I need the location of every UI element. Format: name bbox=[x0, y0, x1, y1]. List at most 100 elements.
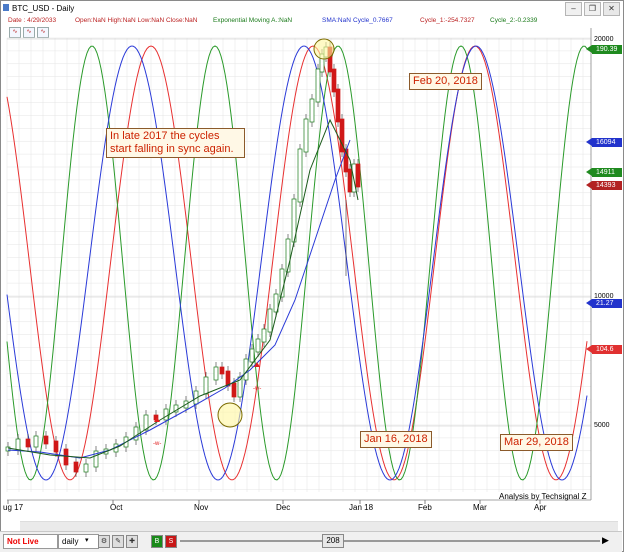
note-mar-29: Mar 29, 2018 bbox=[500, 434, 573, 451]
candle-body bbox=[143, 414, 149, 431]
candle-body bbox=[267, 308, 273, 333]
price-tag-pointer bbox=[586, 45, 592, 53]
candle-body bbox=[83, 463, 89, 473]
price-label-10000: 10000 bbox=[594, 293, 614, 300]
price-label-20000: 20000 bbox=[594, 36, 614, 43]
restore-button[interactable]: ❐ bbox=[584, 2, 601, 16]
chart-icon bbox=[3, 4, 9, 11]
zoom-slider[interactable] bbox=[180, 540, 600, 542]
candle-body bbox=[335, 88, 341, 123]
red-cycle-line bbox=[6, 45, 588, 481]
title-bar: BTC_USD - Daily – ❐ ✕ bbox=[2, 2, 622, 16]
candle-body bbox=[343, 148, 349, 173]
info-bar: Date : 4/29/2033 Open:NaN High:NaN Low:N… bbox=[2, 16, 592, 26]
info-cycle2: Cycle_2:-0.2339 bbox=[490, 17, 538, 24]
price-tag: 21.27 bbox=[592, 299, 622, 308]
candle-body bbox=[297, 148, 303, 203]
candle-body bbox=[309, 98, 315, 123]
scroll-right-icon[interactable]: ▶ bbox=[602, 535, 609, 545]
candle-body bbox=[53, 440, 59, 453]
time-label-aug: ug 17 bbox=[3, 503, 24, 512]
candle-body bbox=[63, 448, 69, 466]
candle-body bbox=[5, 446, 11, 452]
indicator-toggle-icon[interactable]: ∿ bbox=[23, 27, 35, 38]
zoom-value[interactable]: 208 bbox=[322, 534, 344, 548]
candle-body bbox=[213, 366, 219, 381]
crosshair-icon[interactable]: ✚ bbox=[126, 535, 138, 548]
info-ema: Exponential Moving A.:NaN bbox=[213, 17, 293, 24]
time-label-dec: Dec bbox=[276, 503, 291, 512]
price-tag-pointer bbox=[586, 345, 592, 353]
indicator-toggle-icon[interactable]: ∿ bbox=[9, 27, 21, 38]
buy-arrow-icon bbox=[254, 362, 260, 367]
candle-body bbox=[347, 168, 353, 193]
interval-select[interactable]: daily bbox=[58, 534, 99, 549]
minimize-button[interactable]: – bbox=[565, 2, 582, 16]
candle-body bbox=[255, 338, 261, 353]
candle-body bbox=[15, 438, 21, 451]
sell-button[interactable]: S bbox=[165, 535, 177, 548]
window-title: BTC_USD - Daily bbox=[12, 4, 75, 13]
candle-body bbox=[133, 426, 139, 441]
note-jan-16: Jan 16, 2018 bbox=[360, 431, 432, 448]
settings-icon[interactable]: ⚙ bbox=[98, 535, 110, 548]
time-label-apr: Apr bbox=[534, 503, 547, 512]
green-cycle-line bbox=[6, 45, 588, 481]
live-status[interactable]: Not Live bbox=[3, 534, 58, 549]
info-cycle: Cycle_0.7667 bbox=[353, 17, 393, 24]
w-marker: -w- bbox=[253, 386, 261, 392]
draw-icon[interactable]: ✎ bbox=[112, 535, 124, 548]
price-label-5000: 5000 bbox=[594, 422, 610, 429]
candle-body bbox=[203, 376, 209, 395]
info-sma: SMA:NaN bbox=[322, 17, 351, 24]
buy-button[interactable]: B bbox=[151, 535, 163, 548]
price-tag: 14911 bbox=[592, 168, 622, 177]
low-highlight-circle bbox=[217, 402, 243, 428]
bottom-toolbar: Not Live daily ▾ ⚙ ✎ ✚ B S 208 ▶ bbox=[0, 531, 622, 552]
note-cycles-sync: In late 2017 the cycles start falling in… bbox=[106, 128, 245, 158]
price-tag: 190.39 bbox=[592, 45, 622, 54]
candle-body bbox=[331, 68, 337, 93]
peak-highlight-circle bbox=[313, 38, 335, 60]
analysis-credit: Analysis by Techsignal Z bbox=[499, 492, 587, 501]
candle-body bbox=[339, 118, 345, 153]
interval-chevron-icon[interactable]: ▾ bbox=[85, 537, 89, 544]
candle-body bbox=[355, 163, 361, 188]
w-marker: -w- bbox=[153, 441, 161, 447]
time-label-jan: Jan 18 bbox=[349, 503, 374, 512]
candle-body bbox=[285, 238, 291, 273]
time-label-oct: Oct bbox=[110, 503, 123, 512]
indicator-toggle-icon[interactable]: ∿ bbox=[37, 27, 49, 38]
candle-body bbox=[273, 293, 279, 313]
price-tag: 14393 bbox=[592, 181, 622, 190]
info-date: Date : 4/29/2033 bbox=[8, 17, 57, 24]
buy-arrow-icon bbox=[154, 417, 160, 422]
price-tag-pointer bbox=[586, 299, 592, 307]
price-tag-pointer bbox=[586, 138, 592, 146]
candle-body bbox=[173, 404, 179, 413]
note-feb-20: Feb 20, 2018 bbox=[409, 73, 482, 90]
horizontal-scrollbar[interactable] bbox=[20, 521, 618, 531]
candle-body bbox=[43, 435, 49, 445]
time-label-nov: Nov bbox=[194, 503, 209, 512]
info-cycle1: Cycle_1:-254.7327 bbox=[420, 17, 475, 24]
candle-body bbox=[231, 382, 237, 398]
candle-body bbox=[249, 348, 255, 363]
indicator-toolbar: ∿ ∿ ∿ bbox=[9, 27, 49, 38]
candle-body bbox=[33, 435, 39, 448]
close-button[interactable]: ✕ bbox=[603, 2, 620, 16]
price-tag-pointer bbox=[586, 181, 592, 189]
price-tag: 16094 bbox=[592, 138, 622, 147]
candle-body bbox=[25, 438, 31, 448]
candle-body bbox=[261, 328, 267, 343]
candle-body bbox=[163, 408, 169, 421]
candle-body bbox=[73, 461, 79, 473]
blue-cycle-line bbox=[6, 45, 588, 481]
ema-line bbox=[7, 118, 359, 459]
price-tag-pointer bbox=[586, 168, 592, 176]
info-ohlc: Open:NaN High:NaN Low:NaN Close:NaN bbox=[75, 17, 198, 24]
price-tag: 104.6 bbox=[592, 345, 622, 354]
time-label-mar: Mar bbox=[473, 503, 487, 512]
